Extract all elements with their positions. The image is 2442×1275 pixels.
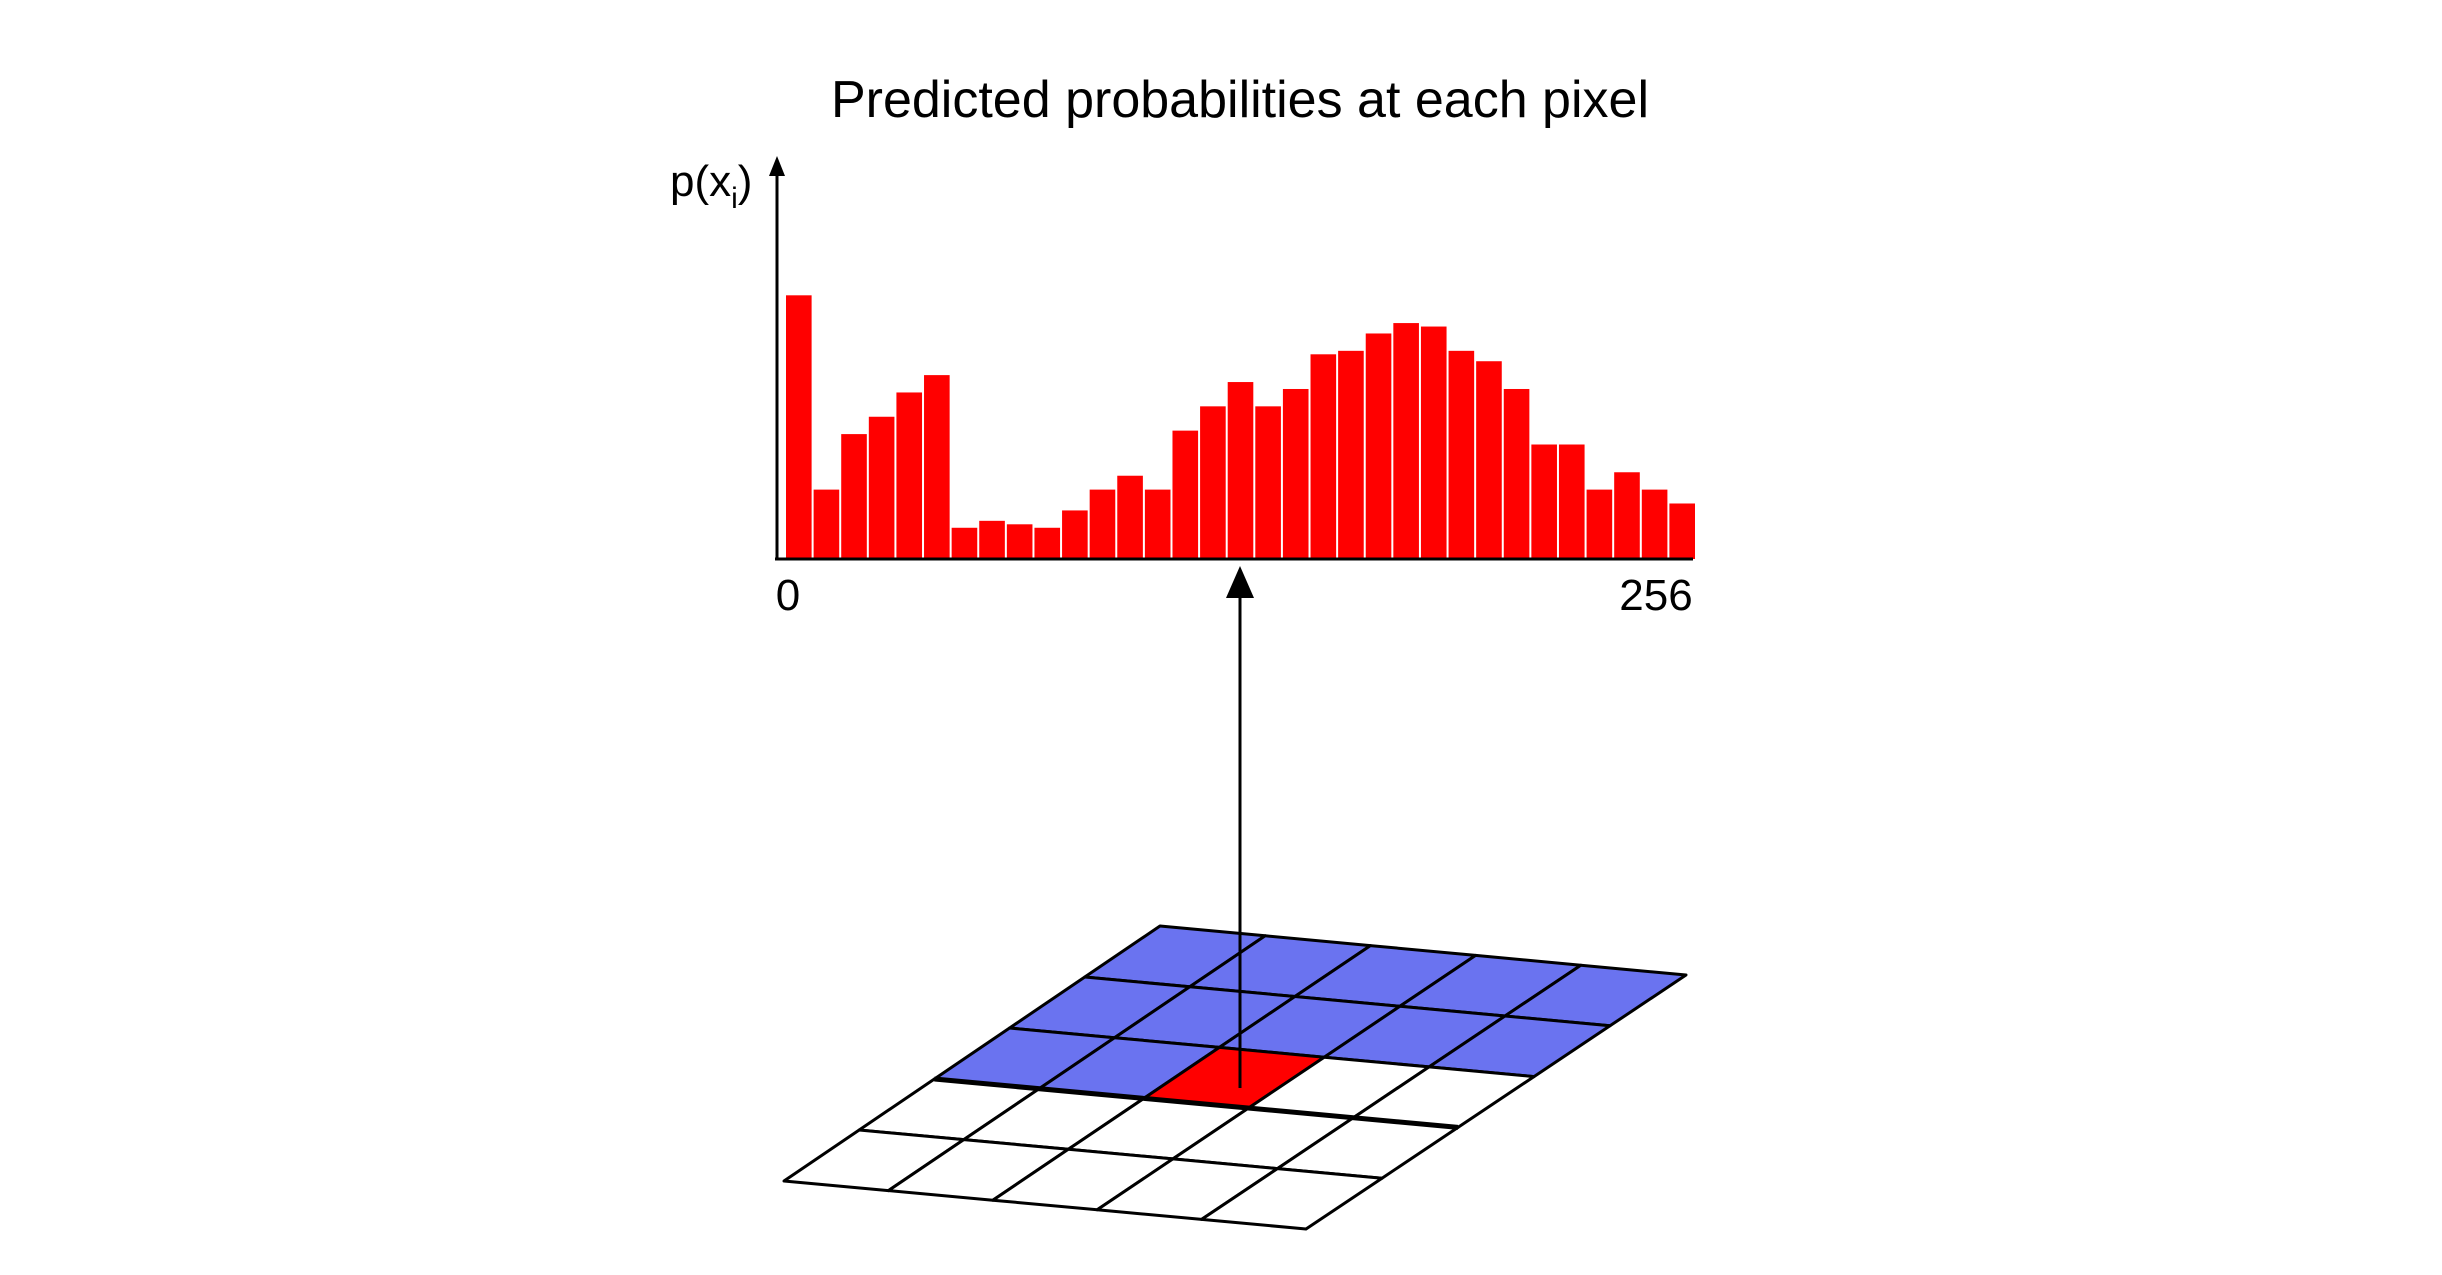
y-axis	[769, 156, 785, 560]
histogram-bar	[1558, 444, 1585, 559]
histogram-bar	[1669, 503, 1695, 559]
histogram-bar	[1255, 406, 1281, 559]
histogram-bar	[868, 416, 895, 559]
histogram-bar	[1338, 350, 1364, 559]
histogram-bar	[1586, 489, 1613, 559]
histogram-bar	[1531, 444, 1557, 559]
histogram-bar	[1089, 489, 1116, 559]
x-tick-label-min: 0	[776, 571, 800, 620]
figure-title: Predicted probabilities at each pixel	[831, 71, 1649, 129]
histogram-bar	[1614, 472, 1640, 559]
histogram-bar	[813, 489, 840, 559]
histogram-bar	[1448, 350, 1475, 559]
histogram-bar	[951, 527, 978, 559]
histogram-bar	[841, 434, 867, 559]
histogram-bar	[1476, 361, 1502, 559]
histogram-bar	[1310, 354, 1337, 559]
probability-histogram	[786, 295, 1695, 559]
histogram-bar	[1062, 510, 1088, 559]
histogram-bar	[1227, 382, 1254, 559]
histogram-bar	[1006, 524, 1033, 559]
histogram-bar	[1034, 527, 1061, 559]
histogram-bar	[1420, 326, 1447, 559]
histogram-bar	[1200, 406, 1226, 559]
histogram-bar	[924, 375, 950, 559]
current-row-boundary	[1143, 1095, 1459, 1130]
pixel-to-distribution-arrowhead	[1226, 566, 1254, 598]
grid-pixel-empty	[1200, 1167, 1384, 1231]
histogram-bar	[1172, 430, 1199, 559]
histogram-bar	[1282, 388, 1309, 559]
histogram-bar	[1393, 323, 1419, 559]
y-axis-label: p(xi)	[670, 157, 752, 215]
histogram-bar	[1144, 489, 1171, 559]
pixel-grid	[782, 924, 1688, 1231]
histogram-bar	[1641, 489, 1668, 559]
histogram-bar	[1365, 333, 1392, 559]
histogram-bar	[1117, 475, 1143, 559]
histogram-bar	[979, 520, 1005, 559]
context-boundary	[934, 1076, 1145, 1101]
histogram-bar	[1503, 388, 1530, 559]
x-tick-label-max: 256	[1619, 571, 1692, 620]
histogram-bar	[786, 295, 812, 559]
y-axis-arrowhead	[769, 156, 785, 176]
histogram-bar	[896, 392, 923, 559]
